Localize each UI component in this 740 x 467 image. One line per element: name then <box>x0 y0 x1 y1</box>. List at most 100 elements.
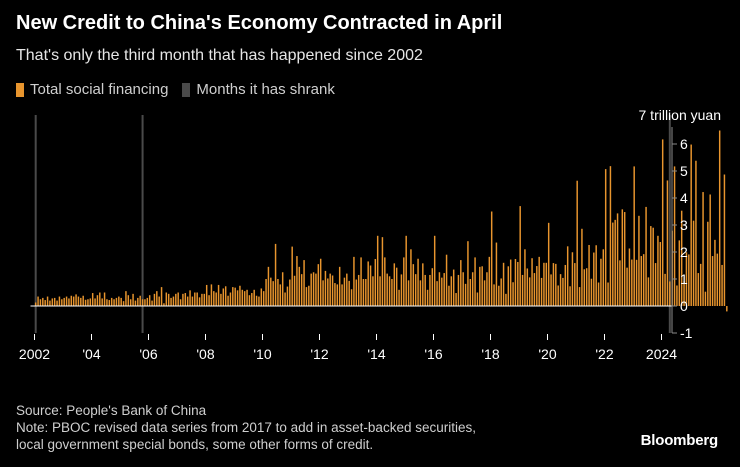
bar <box>251 293 253 306</box>
bar <box>707 221 709 306</box>
bar <box>602 249 605 306</box>
bar <box>222 288 225 306</box>
bar <box>91 293 94 306</box>
bar <box>452 269 455 306</box>
bar <box>526 268 529 306</box>
bar <box>196 292 198 306</box>
bar <box>559 274 562 306</box>
bar <box>664 273 666 306</box>
bar <box>438 272 441 306</box>
bar <box>505 293 507 306</box>
bar <box>469 279 472 306</box>
bar <box>42 297 44 306</box>
bar <box>488 256 491 306</box>
bar <box>355 279 358 306</box>
bar <box>395 267 398 306</box>
x-tick-label: '16 <box>424 346 442 362</box>
bar <box>431 268 434 306</box>
bar <box>194 292 196 306</box>
bar <box>324 270 327 306</box>
y-tick-label: 2 <box>680 244 688 260</box>
bar <box>353 256 355 306</box>
bar <box>172 296 175 306</box>
bars-layer <box>34 130 728 312</box>
bar <box>645 206 647 306</box>
bar <box>414 274 417 306</box>
bar <box>635 259 638 306</box>
bar <box>604 169 607 306</box>
legend-label-months-shrank: Months it has shrank <box>196 81 335 98</box>
legend: Total social financing Months it has shr… <box>16 81 335 98</box>
bar <box>77 296 80 306</box>
bar <box>688 254 690 306</box>
bar <box>360 257 362 306</box>
bar <box>676 285 678 306</box>
bar <box>507 266 510 306</box>
chart-area: -1 0 1 2 3 4 5 6 2002 '04 '06 '08 '10 '12 '14 '16 '18 '2… <box>19 107 728 362</box>
bar <box>585 268 588 306</box>
bar <box>160 287 163 306</box>
bar <box>293 275 296 306</box>
bar <box>327 278 329 306</box>
bar <box>255 295 258 306</box>
bar <box>300 274 303 306</box>
bar <box>270 277 272 306</box>
bar <box>436 281 438 306</box>
bar <box>410 249 412 306</box>
bar <box>296 256 298 306</box>
bar <box>236 290 239 306</box>
bar <box>467 241 469 306</box>
bar <box>227 295 229 306</box>
bar <box>571 252 574 306</box>
bar <box>495 242 498 306</box>
bar <box>486 272 488 306</box>
bar <box>61 299 63 306</box>
bar <box>578 287 581 306</box>
bar <box>540 277 543 306</box>
bar <box>308 285 310 306</box>
bar <box>614 219 616 306</box>
bar <box>621 209 624 306</box>
bar <box>367 261 369 306</box>
bar <box>479 266 481 306</box>
bar <box>448 285 450 306</box>
bar <box>384 257 386 306</box>
bar <box>103 292 106 306</box>
bar <box>127 295 130 306</box>
bar <box>341 284 343 306</box>
bar <box>70 295 73 306</box>
bar <box>445 254 448 306</box>
bar <box>241 289 244 306</box>
bar <box>400 274 403 306</box>
bar <box>524 249 526 306</box>
bar <box>557 285 559 306</box>
bar <box>203 293 206 306</box>
bar <box>642 254 645 306</box>
bar <box>657 235 659 306</box>
bar <box>673 166 676 306</box>
bar <box>144 299 146 306</box>
y-tick-label: 0 <box>680 298 688 314</box>
bar <box>106 299 108 306</box>
x-tick-label: '04 <box>82 346 100 362</box>
bar <box>405 235 407 306</box>
bar <box>531 258 533 306</box>
bar <box>265 279 267 306</box>
bar <box>388 276 391 306</box>
bar <box>39 299 42 306</box>
bar <box>564 264 567 306</box>
bar <box>471 272 474 306</box>
bar <box>101 298 103 306</box>
y-tick-label: 4 <box>680 190 688 206</box>
bar <box>165 292 168 306</box>
bar <box>175 293 177 306</box>
bar <box>633 166 635 306</box>
y-axis-unit-label: 7 trillion yuan <box>639 107 722 123</box>
bar <box>666 180 669 306</box>
bar <box>588 244 590 306</box>
bar <box>659 242 662 306</box>
y-tick-label: 6 <box>680 136 688 152</box>
bar <box>122 301 125 306</box>
bar <box>132 293 134 306</box>
bar <box>63 297 65 306</box>
